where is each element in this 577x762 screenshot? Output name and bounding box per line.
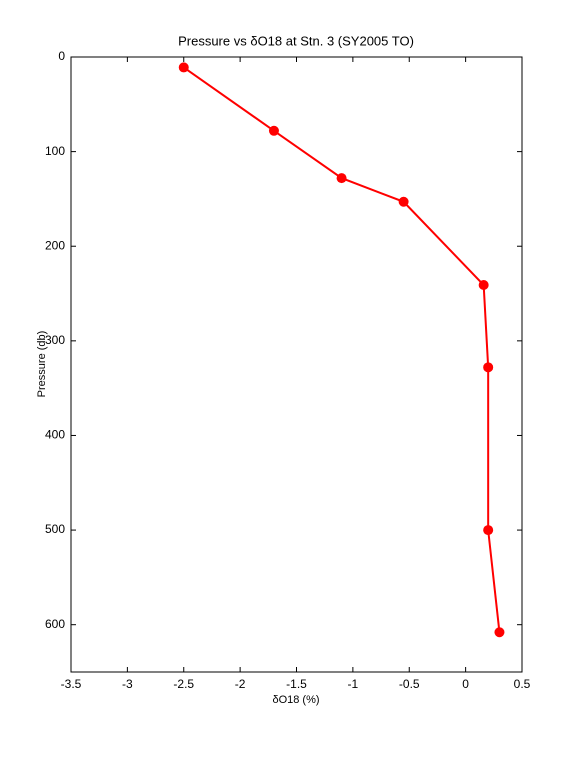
y-tick-label: 200 bbox=[45, 238, 65, 252]
y-tick-label: 400 bbox=[45, 428, 65, 442]
data-point bbox=[336, 173, 347, 184]
y-tick-label: 600 bbox=[45, 617, 65, 631]
chart-title: Pressure vs δO18 at Stn. 3 (SY2005 TO) bbox=[178, 33, 414, 48]
data-point bbox=[178, 62, 189, 73]
x-tick-label: -1 bbox=[348, 677, 359, 691]
y-tick-label: 500 bbox=[45, 522, 65, 536]
data-point bbox=[483, 362, 494, 373]
x-tick-label: -3.5 bbox=[61, 677, 82, 691]
data-line bbox=[183, 66, 501, 633]
data-point bbox=[268, 125, 279, 136]
x-tick-label: -2.5 bbox=[173, 677, 194, 691]
y-axis-label: Pressure (db) bbox=[36, 331, 48, 398]
x-tick-label: 0.5 bbox=[514, 677, 531, 691]
data-point bbox=[398, 196, 409, 207]
data-point bbox=[478, 280, 489, 291]
y-tick-label: 0 bbox=[58, 49, 65, 63]
data-point bbox=[494, 627, 505, 638]
x-tick-label: -3 bbox=[122, 677, 133, 691]
y-tick-label: 100 bbox=[45, 144, 65, 158]
x-axis-label: δO18 (%) bbox=[272, 694, 319, 706]
x-tick-label: -1.5 bbox=[286, 677, 307, 691]
x-tick-label: 0 bbox=[462, 677, 469, 691]
x-tick-label: -0.5 bbox=[399, 677, 420, 691]
y-tick-label: 300 bbox=[45, 333, 65, 347]
data-point bbox=[483, 525, 494, 536]
x-tick-label: -2 bbox=[235, 677, 246, 691]
